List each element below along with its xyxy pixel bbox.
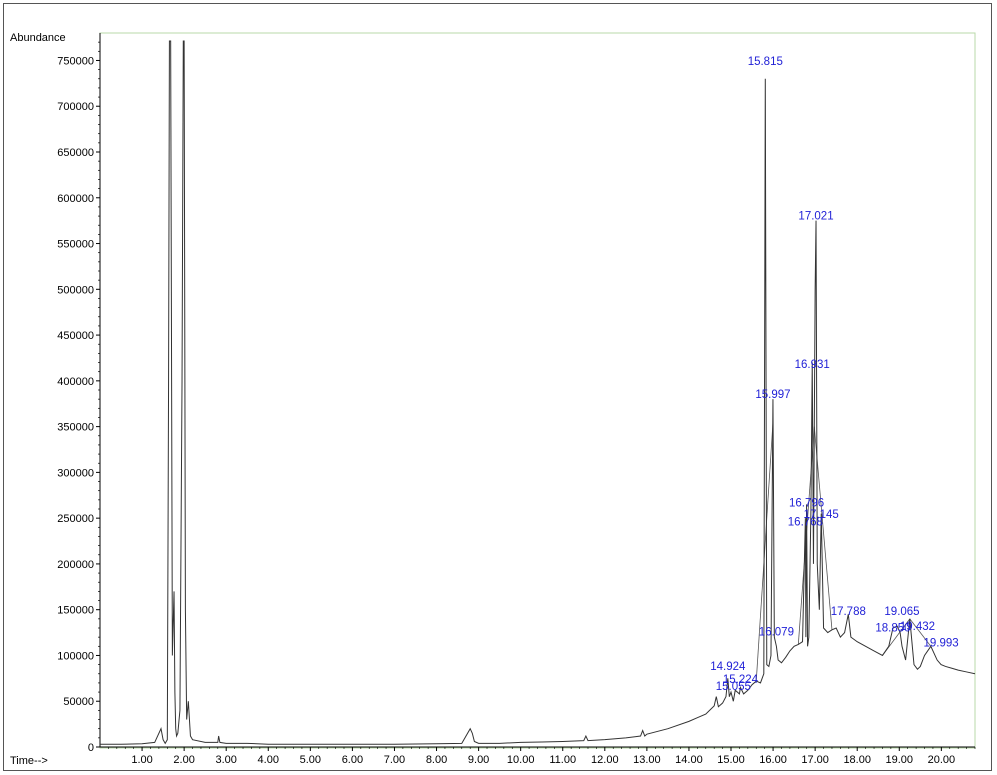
x-tick-label: 5.00 bbox=[300, 754, 321, 766]
y-tick-label: 150000 bbox=[57, 605, 94, 617]
peak-label: 16.931 bbox=[795, 359, 830, 371]
y-tick-label: 250000 bbox=[57, 513, 94, 525]
peak-label: 19.432 bbox=[900, 621, 935, 633]
peak-label: 16.768 bbox=[788, 516, 823, 528]
peak-label: 15.055 bbox=[716, 681, 751, 693]
y-tick-label: 450000 bbox=[57, 330, 94, 342]
x-tick-label: 2.00 bbox=[173, 754, 194, 766]
x-tick-label: 16.00 bbox=[759, 754, 787, 766]
y-axis-title: Abundance bbox=[10, 32, 66, 44]
x-tick-label: 15.00 bbox=[717, 754, 745, 766]
x-tick-label: 10.00 bbox=[507, 754, 535, 766]
y-tick-label: 500000 bbox=[57, 284, 94, 296]
y-tick-label: 650000 bbox=[57, 147, 94, 159]
x-tick-label: 20.00 bbox=[928, 754, 956, 766]
y-tick-label: 100000 bbox=[57, 650, 94, 662]
peak-label: 18.850 bbox=[875, 623, 910, 635]
peak-label: 17.021 bbox=[798, 211, 833, 223]
peak-label: 17.145 bbox=[804, 509, 839, 521]
x-tick-label: 11.00 bbox=[549, 754, 576, 766]
axes: 0 50000 100000 150000 200000 250000 300000 3500… bbox=[57, 33, 976, 766]
peak-label: 19.993 bbox=[923, 637, 958, 649]
peak-label: 17.788 bbox=[831, 606, 866, 618]
y-tick-label: 50000 bbox=[63, 696, 94, 708]
x-tick-label: 6.00 bbox=[342, 754, 363, 766]
chart-frame bbox=[3, 3, 992, 771]
y-tick-label: 300000 bbox=[57, 467, 94, 479]
x-tick-label: 8.00 bbox=[426, 754, 447, 766]
x-tick-label: 13.00 bbox=[633, 754, 661, 766]
peak-label: 15.997 bbox=[755, 389, 790, 401]
y-tick-label: 550000 bbox=[57, 239, 94, 251]
x-tick-label: 7.00 bbox=[384, 754, 405, 766]
x-tick-label: 18.00 bbox=[843, 754, 871, 766]
x-tick-label: 19.00 bbox=[886, 754, 914, 766]
x-tick-label: 12.00 bbox=[591, 754, 619, 766]
y-tick-label: 350000 bbox=[57, 422, 94, 434]
peak-baseline bbox=[909, 618, 932, 647]
x-tick-label: 17.00 bbox=[801, 754, 829, 766]
y-tick-label: 750000 bbox=[57, 55, 94, 67]
peak-labels: 15.815 17.021 16.931 15.997 16.79617.14516.7… bbox=[710, 56, 958, 693]
peak-label: 14.924 bbox=[710, 661, 746, 673]
x-tick-label: 3.00 bbox=[215, 754, 236, 766]
x-tick-label: 4.00 bbox=[258, 754, 279, 766]
x-tick-label: 1.00 bbox=[131, 754, 152, 766]
peak-label: 15.224 bbox=[723, 674, 759, 686]
peak-label: 16.796 bbox=[789, 497, 824, 509]
peak-baselines bbox=[755, 420, 932, 682]
y-tick-label: 200000 bbox=[57, 559, 94, 571]
peak-label: 15.815 bbox=[748, 56, 783, 68]
y-tick-label: 700000 bbox=[57, 101, 94, 113]
peak-label: 19.065 bbox=[884, 606, 919, 618]
peak-baseline bbox=[755, 420, 774, 682]
plot-area-border bbox=[99, 32, 976, 749]
peak-label: 16.079 bbox=[759, 626, 794, 638]
y-tick-label: 400000 bbox=[57, 376, 94, 388]
y-tick-label: 600000 bbox=[57, 193, 94, 205]
chromatogram-trace bbox=[100, 40, 976, 745]
y-tick-label: 0 bbox=[88, 742, 94, 754]
x-tick-label: 9.00 bbox=[468, 754, 489, 766]
x-axis-title: Time--> bbox=[10, 755, 48, 767]
x-tick-label: 14.00 bbox=[675, 754, 703, 766]
